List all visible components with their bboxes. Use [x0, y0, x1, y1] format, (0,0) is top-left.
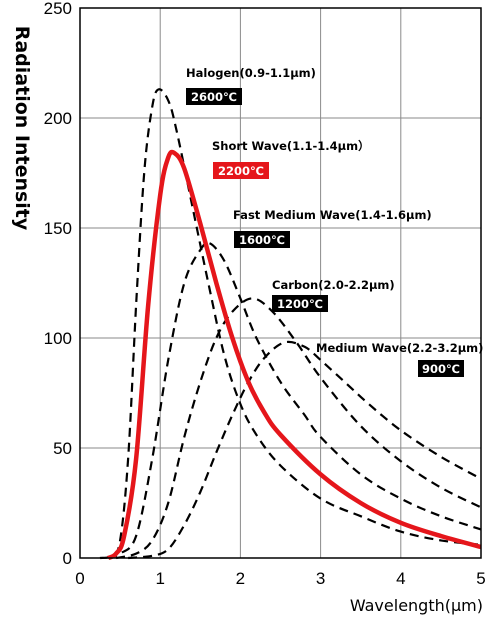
temperature-badge-short-wave [213, 162, 269, 179]
y-tick-label: 100 [44, 329, 72, 348]
y-tick-label: 50 [53, 439, 72, 458]
plot-frame [79, 7, 482, 559]
series-line-carbon [115, 297, 482, 560]
series-label-medium-wave: Medium Wave(2.2-3.2μm) [316, 341, 483, 355]
y-tick-label: 0 [63, 549, 72, 568]
x-tick-label: 0 [75, 569, 84, 588]
series-label-carbon: Carbon(2.0-2.2μm) [272, 278, 395, 292]
y-tick-label: 200 [44, 109, 72, 128]
x-tick-label: 3 [316, 569, 325, 588]
series-line-short-wave [107, 149, 482, 561]
temperature-badge-carbon [272, 295, 328, 312]
series-labels: Halogen(0.9-1.1μm) 2600℃ Short Wave(1.1-1.… [186, 66, 483, 377]
series-curves [99, 88, 482, 561]
series-label-short-wave: Short Wave(1.1-1.4μm） [212, 139, 370, 153]
temperature-badge-fast-medium-wave [234, 231, 290, 248]
series-line-medium-wave [127, 340, 482, 560]
series-label-fast-medium-wave: Fast Medium Wave(1.4-1.6μm) [233, 208, 432, 222]
x-axis-label: Wavelength(μm) [350, 596, 483, 615]
temperature-label-fast-medium-wave: 1600℃ [239, 233, 285, 247]
temperature-label-medium-wave: 900℃ [422, 362, 460, 376]
series-line-halogen [99, 88, 482, 560]
temperature-badge-halogen [186, 88, 242, 105]
x-tick-label: 2 [236, 569, 245, 588]
y-tick-label: 250 [44, 0, 72, 18]
series-line-fast-medium-wave [107, 241, 482, 560]
plot-border [79, 7, 482, 559]
x-tick-label: 4 [396, 569, 405, 588]
temperature-badge-medium-wave [418, 360, 464, 377]
temperature-label-halogen: 2600℃ [191, 90, 237, 104]
temperature-label-short-wave: 2200℃ [218, 164, 264, 178]
y-axis-label: Radiation Intensity [11, 26, 33, 231]
y-tick-label: 150 [44, 219, 72, 238]
series-label-halogen: Halogen(0.9-1.1μm) [186, 66, 316, 80]
x-tick-label: 5 [476, 569, 485, 588]
temperature-label-carbon: 1200℃ [277, 297, 323, 311]
x-tick-label: 1 [155, 569, 164, 588]
